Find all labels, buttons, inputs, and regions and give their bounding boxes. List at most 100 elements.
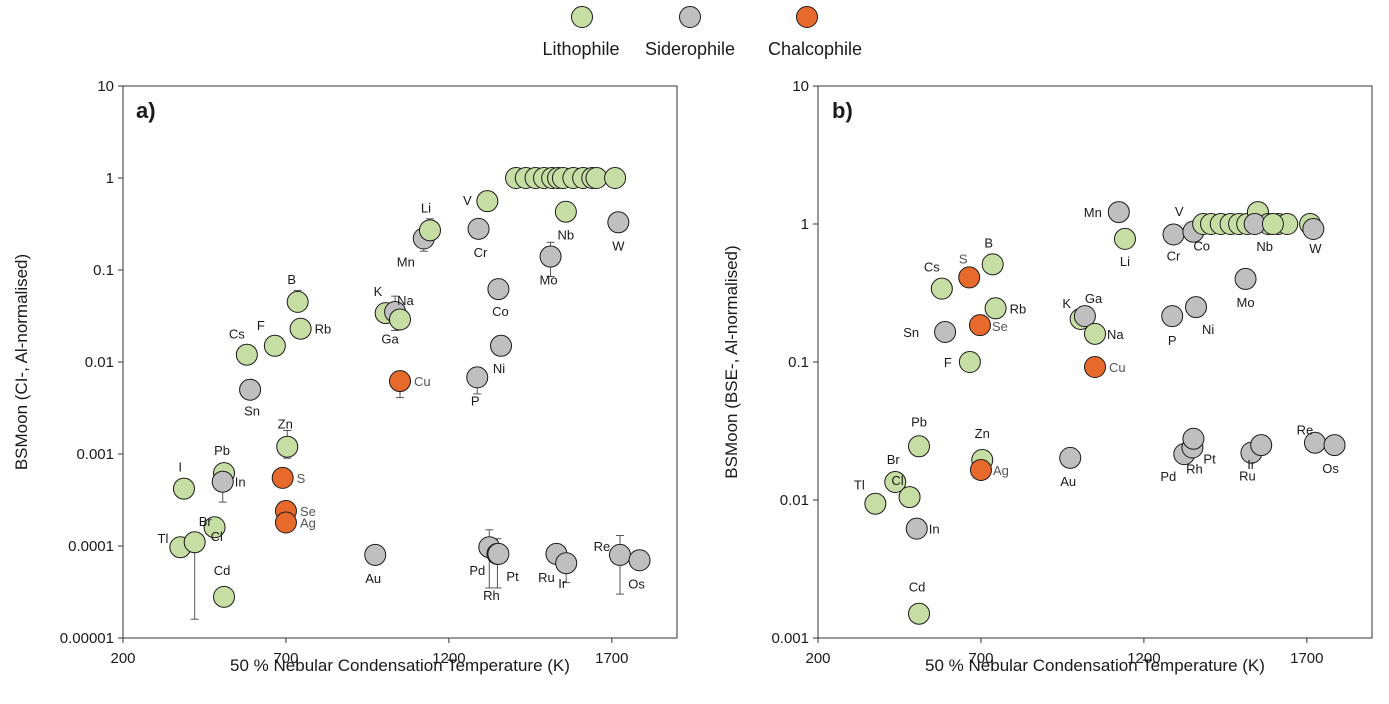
point-b-tl [864, 492, 887, 515]
point-a-ni [490, 334, 513, 357]
x-tick-label-b: 200 [805, 650, 830, 667]
point-label-b: B [984, 235, 993, 250]
point-label-b: Cd [909, 580, 926, 595]
point-label-b: Mo [1237, 295, 1255, 310]
point-a-ga [389, 308, 411, 331]
point-b-pb [908, 435, 931, 458]
y-axis-label-a: BSMoon (CI-, Al-normalised) [12, 254, 31, 470]
point-a-rb [289, 317, 312, 340]
point-label-a: Rb [315, 322, 332, 337]
point-b-cs [930, 277, 953, 300]
point-b-mo [1234, 267, 1257, 290]
chart-panel-b: 200 700 1200 1700 0.001 0.01 0.1 1 10 50 % Nebula… [722, 78, 1373, 675]
point-label-a: Pd [469, 563, 485, 578]
point-label-b: V [1175, 204, 1184, 219]
point-label-a: Re [594, 539, 611, 554]
point-label-a: Os [628, 576, 645, 591]
point-label-a: Ni [493, 361, 505, 376]
point-a-au [364, 543, 387, 566]
point-a-in [211, 470, 234, 493]
point-label-b: In [929, 522, 940, 537]
point-b-ir [1250, 434, 1273, 457]
point-b-cd [908, 602, 931, 625]
point-b-f [958, 351, 981, 373]
point-a-b [286, 290, 309, 313]
point-label-a: Au [365, 571, 381, 586]
point-label-a: Cd [214, 563, 231, 578]
point-label-b: S [959, 251, 968, 266]
point-label-b: Mn [1084, 205, 1102, 220]
point-a-cu [389, 370, 411, 393]
y-tick-label-a: 0.001 [76, 446, 114, 463]
point-label-a: Ru [538, 570, 555, 585]
point-b-na [1084, 322, 1106, 345]
point-label-a: F [257, 318, 265, 333]
point-a-f [263, 334, 286, 357]
point-label-b: Co [1193, 239, 1210, 254]
point-label-a: Cl [211, 529, 223, 544]
x-tick-label-b: 1200 [1127, 650, 1160, 667]
point-b-cr [1162, 223, 1185, 246]
point-label-b: Br [887, 452, 901, 467]
point-a-lithophile [604, 167, 627, 189]
point-label-a: Rh [483, 588, 500, 603]
point-b-li [1113, 227, 1136, 250]
point-label-b: Se [992, 319, 1008, 334]
point-b-lithophile [1261, 213, 1284, 235]
point-label-a: In [235, 475, 246, 490]
point-label-a: Mn [397, 254, 415, 269]
point-a-cs [235, 343, 258, 366]
point-b-br [884, 471, 907, 494]
point-label-a: Ga [381, 331, 399, 346]
y-axis-label-b: BSMoon (BSE-, Al-normalised) [722, 245, 741, 478]
point-a-ir [555, 552, 578, 575]
point-label-b: Pt [1203, 452, 1216, 467]
point-b-in [905, 517, 928, 540]
point-b-ag [969, 458, 992, 481]
point-a-lithophile [585, 167, 608, 189]
point-label-b: Rb [1010, 301, 1027, 316]
point-label-a: Se [300, 504, 316, 519]
point-label-a: Pt [506, 569, 519, 584]
point-b-mn [1107, 201, 1130, 224]
y-tick-label-a: 1 [106, 170, 114, 187]
y-tick-label-b: 0.001 [771, 630, 809, 647]
point-a-cr [467, 217, 490, 240]
point-b-b [981, 253, 1004, 276]
point-label-b: Zn [975, 426, 990, 441]
point-label-b: Pd [1160, 469, 1176, 484]
y-tick-label-a: 10 [97, 78, 114, 95]
y-tick-label-b: 0.01 [780, 492, 809, 509]
point-a-cd [213, 585, 236, 608]
point-b-se [968, 314, 991, 337]
point-label-a: Cu [414, 374, 431, 389]
y-tick-label-a: 0.01 [85, 354, 114, 371]
point-b-w [1302, 217, 1325, 240]
point-b-p [1161, 305, 1184, 328]
point-label-b: Ir [1247, 457, 1256, 472]
point-label-a: I [178, 460, 182, 475]
point-label-b: Cr [1167, 248, 1181, 263]
point-b-au [1059, 446, 1082, 469]
point-a-s [271, 466, 294, 489]
point-label-a: Zn [278, 417, 293, 432]
panel-label-a: a) [136, 98, 156, 123]
point-label-b: Re [1297, 423, 1314, 438]
x-tick-label-b: 1700 [1290, 650, 1323, 667]
point-label-a: Pb [214, 443, 230, 458]
legend: Lithophile Siderophile Chalcophile [542, 6, 862, 59]
point-label-b: P [1168, 333, 1177, 348]
y-tick-label-b: 1 [801, 216, 809, 233]
x-tick-label-a: 700 [273, 650, 298, 667]
point-label-a: S [297, 471, 306, 486]
point-label-a: Na [397, 293, 414, 308]
x-tick-label-a: 1700 [595, 650, 628, 667]
point-b-sn [934, 320, 957, 343]
point-a-li [418, 219, 441, 242]
point-a-cl [203, 516, 226, 539]
point-label-b: Ni [1202, 322, 1214, 337]
point-label-a: B [287, 272, 296, 287]
x-axis-label-b: 50 % Nebular Condensation Temperature (K… [925, 656, 1265, 675]
y-tick-label-a: 0.0001 [68, 538, 114, 555]
